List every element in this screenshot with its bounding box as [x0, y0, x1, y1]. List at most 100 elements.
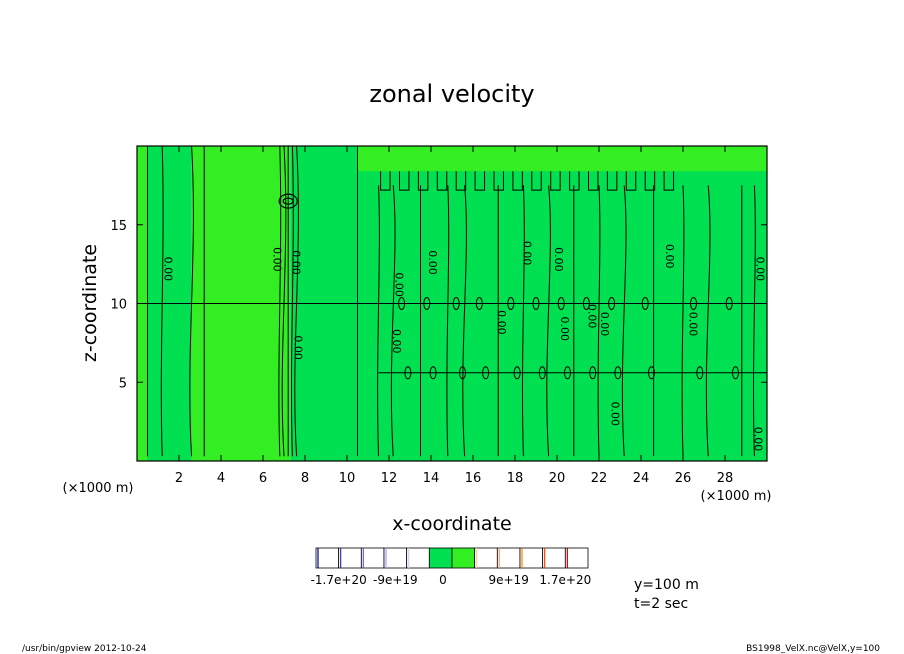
z-tick-label: 10 — [110, 298, 127, 313]
contour-label: 0.00 — [558, 316, 571, 341]
top-contour-233 — [625, 171, 637, 191]
x-tick-label: 2 — [175, 471, 183, 486]
top-contour-197 — [550, 171, 561, 191]
x-tick-label: 18 — [507, 471, 524, 486]
colorbar-segment — [406, 547, 430, 569]
contour-label: 0.00 — [292, 335, 305, 360]
top-contour-134 — [417, 171, 429, 191]
loop-contour-b10 — [696, 366, 704, 380]
colorbar-segment — [338, 547, 362, 569]
loop-contour-a3 — [475, 297, 483, 310]
vertical-contour-8 — [294, 145, 299, 457]
annotation-y: y=100 m — [634, 577, 699, 593]
core-vortex-contour — [278, 193, 298, 209]
top-contour-242 — [644, 171, 656, 191]
colorbar-tick-label: 9e+19 — [488, 573, 528, 587]
vertical-contour-16 — [521, 185, 525, 457]
loop-contour-a8 — [608, 297, 616, 310]
colorbar-segment — [451, 547, 476, 569]
contour-label: 0.00 — [751, 427, 764, 452]
colorbar-tick-label: 0 — [439, 573, 447, 587]
field-region-top-band — [357, 146, 767, 172]
vertical-contour-7 — [290, 145, 294, 457]
x-tick-label: 20 — [549, 471, 566, 486]
top-contour-251 — [663, 171, 675, 191]
top-contour-116 — [380, 171, 391, 191]
contour-label: 0.00 — [586, 304, 599, 329]
vertical-contour-23 — [705, 185, 711, 457]
contour-label: 0.00 — [609, 402, 622, 427]
top-contour-152 — [455, 171, 467, 191]
colorbar-segment — [474, 547, 498, 569]
top-contour-206 — [569, 171, 580, 191]
colorbar-segment — [428, 547, 453, 569]
x-tick-label: 28 — [717, 471, 734, 486]
colorbar-segment — [519, 547, 544, 569]
top-contour-188 — [531, 171, 542, 191]
x-tick-label: 16 — [465, 471, 482, 486]
contour-label: 0.00 — [495, 310, 508, 335]
x-tick-label: 22 — [591, 471, 608, 486]
vertical-contour-1 — [160, 145, 164, 457]
footer-right: BS1998_VelX.nc@VelX,y=100 — [746, 644, 880, 654]
vertical-contour-14 — [462, 185, 467, 457]
loop-contour-b4 — [513, 366, 521, 380]
x-axis-ticks: 2 4 6 8 10 12 14 16 18 20 22 24 26 28 — [175, 146, 733, 486]
loop-contour-a5 — [532, 297, 540, 310]
x-tick-label: 4 — [217, 471, 225, 486]
colorbar-segment — [564, 547, 589, 569]
top-contour-143 — [436, 171, 448, 191]
loop-contour-a11 — [725, 297, 733, 310]
x-tick-label: 14 — [423, 471, 440, 486]
colorbar-tick-label: -1.7e+20 — [311, 573, 367, 587]
x-axis-label: x-coordinate — [392, 513, 511, 535]
annotation-t: t=2 sec — [634, 596, 688, 612]
top-contour-224 — [606, 171, 618, 191]
chart-title: zonal velocity — [369, 80, 534, 108]
vertical-contour-13 — [446, 185, 450, 457]
vertical-contour-20 — [621, 185, 627, 457]
z-axis-ticks: 5 10 15 — [110, 219, 767, 391]
vertical-contour-2 — [189, 145, 194, 457]
loop-contour-b7 — [589, 366, 597, 380]
colorbar — [315, 547, 589, 569]
loop-contour-b0 — [404, 366, 412, 380]
contour-label: 0.00 — [289, 250, 302, 275]
loop-contour-b5 — [538, 366, 546, 380]
x-tick-label: 6 — [259, 471, 267, 486]
top-contour-161 — [474, 171, 486, 191]
vertical-contour-4 — [278, 145, 282, 457]
core-vortex-inner — [282, 197, 294, 205]
loop-contour-b9 — [648, 366, 655, 380]
contour-label: 0.00 — [390, 329, 403, 354]
contour-label: 0.00 — [686, 312, 699, 337]
loop-contour-b3 — [482, 366, 490, 380]
loop-contour-a0 — [398, 297, 406, 310]
vertical-contour-11 — [390, 185, 396, 457]
x-tick-label: 10 — [339, 471, 356, 486]
colorbar-tick-label: 1.7e+20 — [539, 573, 591, 587]
vertical-contour-17 — [546, 185, 551, 457]
contour-labels: 0.00 0.00 0.00 0.00 0.00 0.00 0.00 0.00 0.00 0.00… — [161, 241, 766, 451]
z-tick-label: 15 — [110, 219, 127, 234]
x-tick-label: 26 — [675, 471, 692, 486]
x-tick-label: 24 — [633, 471, 650, 486]
loop-contour-a2 — [452, 297, 460, 310]
vertical-contour-19 — [597, 185, 601, 457]
contour-label: 0.00 — [663, 244, 676, 269]
contour-label: 0.00 — [161, 257, 174, 282]
loop-contour-a4 — [507, 297, 515, 310]
colorbar-segment — [383, 547, 408, 569]
top-contour-170 — [493, 171, 504, 191]
x-tick-label: 12 — [381, 471, 398, 486]
vertical-contour-22 — [681, 185, 685, 457]
loop-contour-b2 — [459, 366, 466, 380]
colorbar-segment — [542, 547, 566, 569]
colorbar-segment — [496, 547, 521, 569]
contour-label: 0.00 — [754, 257, 767, 282]
loop-contour-a10 — [690, 297, 697, 310]
z-tick-label: 5 — [119, 376, 127, 391]
colorbar-segment — [315, 547, 340, 569]
loop-contour-b11 — [732, 366, 739, 380]
